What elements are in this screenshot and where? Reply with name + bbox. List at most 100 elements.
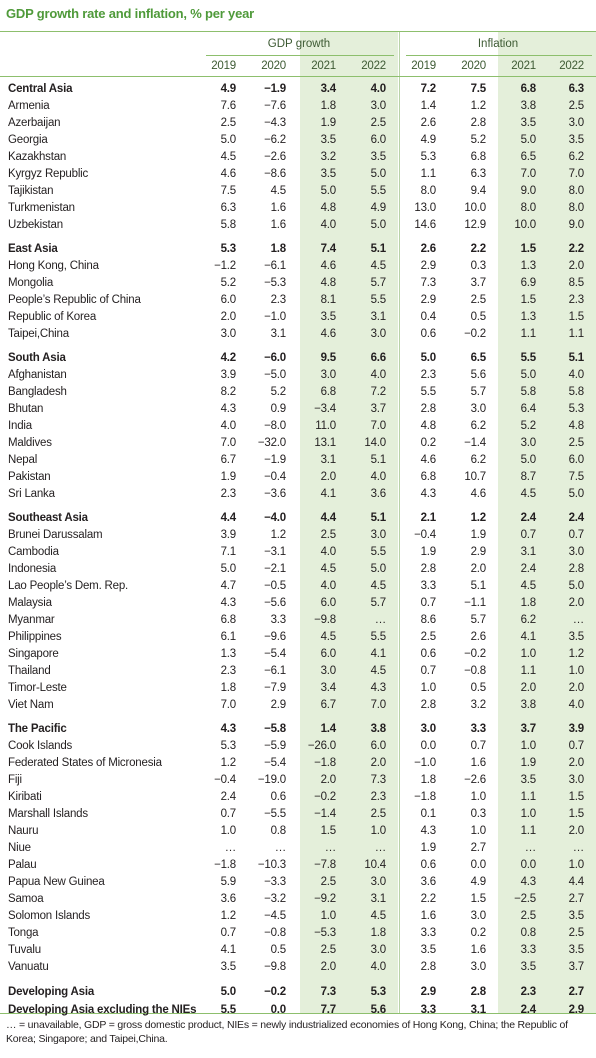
cell-value: −1.0 (264, 311, 286, 323)
cell-value: −5.5 (264, 808, 286, 820)
table-row: Philippines 6.1 −9.6 4.5 5.5 2.5 2.6 4.1 3.5 (0, 629, 596, 646)
cell-value: −3.4 (314, 403, 336, 415)
aggregate-row: East Asia 5.3 1.8 7.4 5.1 2.6 2.2 1.5 2.2 (0, 241, 596, 258)
cell-value: −8.6 (264, 168, 286, 180)
cell-value: 1.5 (568, 311, 585, 323)
row-label: Central Asia (8, 83, 73, 95)
cell-value: −1.1 (464, 597, 486, 609)
cell-value: 5.8 (220, 219, 237, 231)
cell-value: 3.5 (320, 134, 337, 146)
cell-value: … (572, 614, 585, 626)
cell-value: 0.9 (270, 403, 287, 415)
aggregate-row: Developing Asia 5.0 −0.2 7.3 5.3 2.9 2.8 2.3 2.7 (0, 984, 596, 1001)
row-label: Taipei,China (8, 328, 69, 340)
cell-value: 1.9 (220, 471, 237, 483)
cell-value: −3.1 (264, 546, 286, 558)
cell-value: 4.6 (220, 168, 237, 180)
row-label: Developing Asia (8, 986, 95, 998)
row-label: Timor-Leste (8, 682, 67, 694)
cell-value: 4.0 (220, 420, 237, 432)
cell-value: 7.6 (220, 100, 237, 112)
table-row: Turkmenistan 6.3 1.6 4.8 4.9 13.0 10.0 8.0 8.0 (0, 200, 596, 217)
cell-value: 6.2 (470, 420, 487, 432)
cell-value: 1.2 (270, 529, 287, 541)
cell-value: 3.0 (568, 546, 585, 558)
cell-value: 5.3 (220, 740, 237, 752)
cell-value: 5.0 (520, 134, 537, 146)
cell-value: −0.8 (264, 927, 286, 939)
cell-value: 3.9 (220, 369, 237, 381)
cell-value: 5.1 (370, 243, 387, 255)
cell-value: 4.8 (320, 277, 337, 289)
cell-value: 11.0 (315, 420, 336, 432)
cell-value: 1.9 (470, 529, 487, 541)
cell-value: 7.0 (370, 699, 387, 711)
cell-value: … (374, 842, 387, 854)
cell-value: −0.8 (464, 665, 486, 677)
cell-value: 0.7 (420, 597, 437, 609)
cell-value: 4.1 (370, 648, 387, 660)
cell-value: 8.7 (520, 471, 537, 483)
cell-value: 5.1 (370, 512, 387, 524)
cell-value: 3.3 (470, 723, 487, 735)
cell-value: 5.0 (320, 185, 337, 197)
row-label: Azerbaijan (8, 117, 61, 129)
cell-value: 2.7 (470, 842, 487, 854)
row-label: Maldives (8, 437, 52, 449)
cell-value: 3.1 (470, 1004, 487, 1016)
cell-value: 2.3 (270, 294, 287, 306)
row-label: Hong Kong, China (8, 260, 99, 272)
cell-value: 2.0 (568, 260, 585, 272)
table-row: Palau −1.8 −10.3 −7.8 10.4 0.6 0.0 0.0 1.0 (0, 857, 596, 874)
cell-value: 5.7 (370, 277, 387, 289)
table-row: Myanmar 6.8 3.3 −9.8… 8.6 5.7 6.2… (0, 612, 596, 629)
cell-value: 5.0 (568, 488, 585, 500)
group-rule (406, 55, 592, 56)
cell-value: −2.1 (264, 563, 286, 575)
column-divider (399, 32, 400, 1013)
row-label: People’s Republic of China (8, 294, 141, 306)
cell-value: 2.0 (320, 471, 337, 483)
table-row: Federated States of Micronesia 1.2 −5.4 −1.… (0, 755, 596, 772)
year-header: 2021 (311, 60, 336, 72)
cell-value: 3.7 (370, 403, 387, 415)
cell-value: 0.1 (420, 808, 437, 820)
cell-value: 1.0 (470, 825, 487, 837)
cell-value: 9.0 (568, 219, 585, 231)
cell-value: 1.0 (470, 791, 487, 803)
cell-value: 5.6 (370, 1004, 387, 1016)
cell-value: 4.8 (420, 420, 437, 432)
row-label: Pakistan (8, 471, 51, 483)
table-row: Tuvalu 4.1 0.5 2.5 3.0 3.5 1.6 3.3 3.5 (0, 942, 596, 959)
row-label: Bhutan (8, 403, 44, 415)
cell-value: 3.3 (420, 1004, 437, 1016)
cell-value: 5.5 (370, 546, 387, 558)
cell-value: 1.0 (568, 665, 585, 677)
table-row: Taipei,China 3.0 3.1 4.6 3.0 0.6 −0.2 1.1 1.1 (0, 326, 596, 343)
row-label: Republic of Korea (8, 311, 97, 323)
cell-value: −5.0 (264, 369, 286, 381)
cell-value: −1.4 (464, 437, 486, 449)
cell-value: 3.8 (370, 723, 387, 735)
cell-value: 4.3 (370, 682, 387, 694)
cell-value: 3.5 (520, 117, 537, 129)
cell-value: 1.0 (568, 859, 585, 871)
cell-value: −1.9 (264, 454, 286, 466)
cell-value: 7.5 (470, 83, 487, 95)
cell-value: 2.9 (420, 260, 437, 272)
cell-value: 2.9 (568, 1004, 585, 1016)
row-label: East Asia (8, 243, 58, 255)
table-row: Timor-Leste 1.8 −7.9 3.4 4.3 1.0 0.5 2.0 2.0 (0, 680, 596, 697)
cell-value: −3.3 (264, 876, 286, 888)
cell-value: 3.1 (270, 328, 287, 340)
cell-value: −5.6 (264, 597, 286, 609)
cell-value: 0.8 (270, 825, 287, 837)
row-label: Palau (8, 859, 37, 871)
cell-value: 3.5 (568, 134, 585, 146)
aggregate-row: The Pacific 4.3 −5.8 1.4 3.8 3.0 3.3 3.7 3.9 (0, 721, 596, 738)
cell-value: 4.9 (220, 83, 237, 95)
cell-value: 3.0 (370, 944, 387, 956)
table-row: Solomon Islands 1.2 −4.5 1.0 4.5 1.6 3.0 2.5 3.5 (0, 908, 596, 925)
cell-value: 7.0 (370, 420, 387, 432)
forecast-shading (300, 32, 398, 1013)
